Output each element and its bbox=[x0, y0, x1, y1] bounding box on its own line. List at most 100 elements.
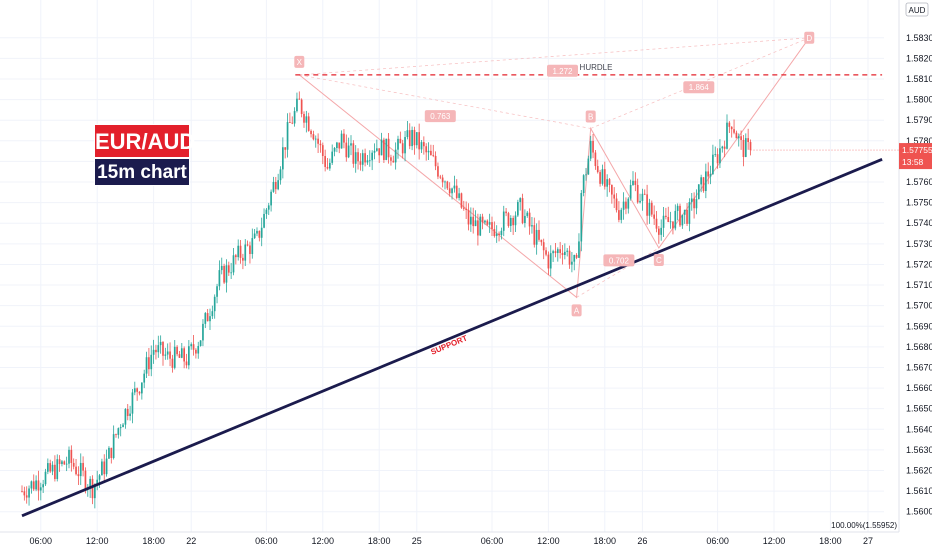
candle bbox=[296, 92, 298, 113]
candle-body bbox=[47, 463, 49, 472]
candle bbox=[209, 308, 211, 330]
candle bbox=[148, 347, 150, 377]
candle-body bbox=[502, 211, 505, 231]
candle bbox=[171, 354, 174, 373]
candle-body bbox=[646, 194, 648, 216]
candle bbox=[157, 335, 160, 358]
candle-body bbox=[89, 478, 91, 489]
candle bbox=[397, 135, 399, 159]
candle-body bbox=[338, 142, 341, 149]
candle bbox=[70, 445, 73, 472]
candle bbox=[213, 294, 216, 319]
candle-body bbox=[376, 148, 378, 151]
candle bbox=[690, 192, 693, 211]
candle bbox=[79, 453, 82, 485]
ratio-label: 0.763 bbox=[424, 110, 456, 123]
candle bbox=[197, 341, 200, 359]
candle-body bbox=[415, 132, 418, 146]
last-price-countdown: 13:58 bbox=[902, 157, 924, 167]
candle bbox=[72, 458, 75, 470]
candle bbox=[566, 248, 569, 257]
candle-body bbox=[251, 238, 254, 255]
candle-body bbox=[272, 181, 275, 192]
candle bbox=[618, 201, 620, 223]
candle bbox=[446, 180, 449, 190]
candle bbox=[380, 132, 383, 156]
candle-body bbox=[467, 209, 470, 225]
point-a-bg bbox=[571, 304, 582, 317]
candle-body bbox=[366, 160, 369, 163]
candle-body bbox=[561, 253, 564, 255]
candle bbox=[613, 187, 616, 208]
pattern-labels: X A B C D 0.763 0.702 1.864 1.272 bbox=[294, 31, 815, 317]
candle bbox=[138, 391, 141, 396]
candle-body bbox=[138, 391, 141, 394]
candle-body bbox=[39, 487, 42, 491]
candle-body bbox=[401, 143, 404, 154]
candle-body bbox=[303, 113, 305, 123]
candle bbox=[232, 247, 235, 276]
candle bbox=[686, 202, 688, 227]
candle bbox=[136, 387, 138, 401]
candle bbox=[629, 179, 632, 201]
candle-body bbox=[178, 354, 181, 358]
candle bbox=[343, 129, 345, 149]
last-price-tag-bg bbox=[899, 143, 932, 170]
candle-body bbox=[641, 193, 644, 201]
candle bbox=[660, 219, 663, 241]
candle-body bbox=[232, 255, 235, 273]
candle-body bbox=[383, 139, 385, 160]
candle bbox=[423, 136, 425, 155]
candle-body bbox=[404, 137, 406, 154]
candle bbox=[357, 148, 359, 170]
candle-body bbox=[672, 221, 674, 229]
candle-body bbox=[190, 344, 193, 347]
candle bbox=[519, 197, 522, 211]
candle-body bbox=[437, 166, 439, 177]
candle bbox=[712, 144, 714, 175]
candle bbox=[211, 305, 214, 320]
candle-body bbox=[58, 459, 61, 465]
candle-body bbox=[343, 133, 345, 143]
candle bbox=[571, 251, 573, 273]
candle-body bbox=[742, 139, 745, 157]
candle bbox=[549, 245, 552, 277]
candle bbox=[493, 221, 496, 238]
candle bbox=[526, 210, 529, 218]
candle-body bbox=[296, 98, 298, 112]
candle-body bbox=[310, 130, 312, 135]
candle-body bbox=[347, 145, 350, 158]
candle bbox=[284, 147, 287, 159]
candle-body bbox=[79, 462, 82, 477]
candle-body bbox=[488, 222, 491, 225]
candle-body bbox=[629, 185, 632, 199]
candle-body bbox=[740, 136, 742, 140]
candle bbox=[573, 254, 576, 271]
point-c-bg bbox=[653, 253, 664, 266]
candle bbox=[648, 198, 651, 224]
candle bbox=[225, 259, 228, 293]
candle-body bbox=[282, 147, 284, 170]
candle-body bbox=[30, 481, 33, 489]
candle bbox=[96, 470, 99, 491]
price-tick: 1.57500 bbox=[906, 198, 932, 208]
candle-body bbox=[441, 177, 444, 183]
candle-body bbox=[423, 142, 425, 147]
candle bbox=[453, 175, 456, 193]
candle bbox=[655, 210, 658, 233]
candle bbox=[124, 408, 127, 429]
candle bbox=[58, 455, 61, 472]
candle-body bbox=[253, 233, 256, 239]
candle-body bbox=[695, 199, 698, 209]
candle-body bbox=[96, 479, 99, 485]
ratio-label-text: 1.272 bbox=[552, 67, 573, 76]
candle-body bbox=[749, 142, 752, 151]
candle-body bbox=[683, 209, 686, 215]
candle bbox=[608, 177, 611, 193]
candle bbox=[265, 208, 268, 219]
candle-body bbox=[535, 229, 538, 245]
chart-grid bbox=[0, 0, 884, 532]
candle-body bbox=[538, 229, 540, 240]
candle bbox=[392, 155, 395, 163]
